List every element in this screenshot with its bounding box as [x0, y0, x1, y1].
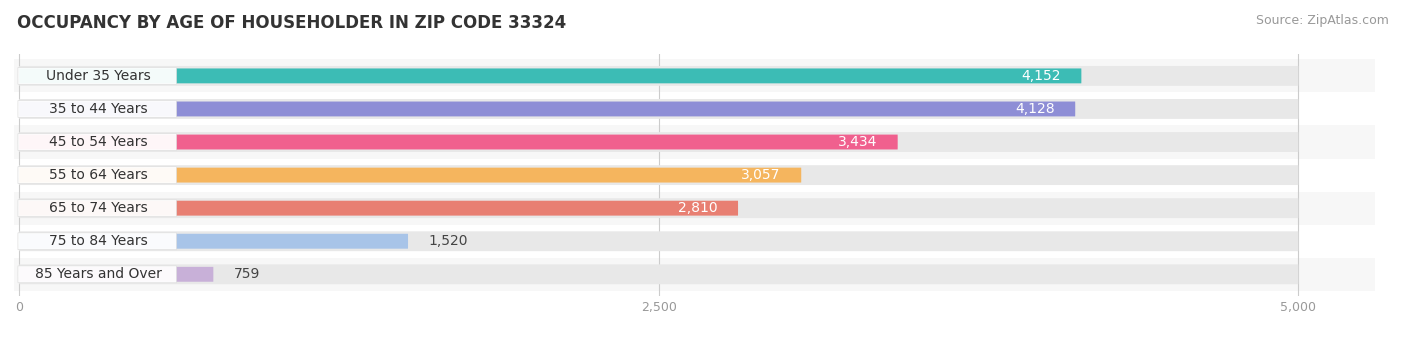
FancyBboxPatch shape — [20, 198, 1298, 218]
FancyBboxPatch shape — [20, 201, 738, 216]
FancyBboxPatch shape — [20, 66, 1298, 86]
Text: 55 to 64 Years: 55 to 64 Years — [49, 168, 148, 182]
FancyBboxPatch shape — [0, 192, 1375, 225]
FancyBboxPatch shape — [20, 99, 1298, 119]
Text: 1,520: 1,520 — [429, 234, 468, 248]
Text: 3,057: 3,057 — [741, 168, 780, 182]
FancyBboxPatch shape — [18, 67, 177, 84]
Text: Under 35 Years: Under 35 Years — [46, 69, 150, 83]
Text: 2,810: 2,810 — [678, 201, 717, 215]
Text: 85 Years and Over: 85 Years and Over — [35, 267, 162, 281]
Text: OCCUPANCY BY AGE OF HOUSEHOLDER IN ZIP CODE 33324: OCCUPANCY BY AGE OF HOUSEHOLDER IN ZIP C… — [17, 14, 567, 32]
FancyBboxPatch shape — [0, 92, 1375, 125]
Text: 45 to 54 Years: 45 to 54 Years — [49, 135, 148, 149]
FancyBboxPatch shape — [0, 258, 1375, 291]
FancyBboxPatch shape — [18, 101, 177, 117]
FancyBboxPatch shape — [20, 265, 1298, 284]
FancyBboxPatch shape — [20, 102, 1076, 116]
FancyBboxPatch shape — [18, 167, 177, 184]
FancyBboxPatch shape — [20, 267, 214, 282]
FancyBboxPatch shape — [0, 158, 1375, 192]
FancyBboxPatch shape — [20, 168, 801, 183]
Text: 3,434: 3,434 — [838, 135, 877, 149]
FancyBboxPatch shape — [20, 231, 1298, 251]
FancyBboxPatch shape — [18, 200, 177, 217]
FancyBboxPatch shape — [20, 234, 408, 249]
FancyBboxPatch shape — [18, 233, 177, 250]
FancyBboxPatch shape — [0, 59, 1375, 92]
FancyBboxPatch shape — [18, 266, 177, 283]
Text: Source: ZipAtlas.com: Source: ZipAtlas.com — [1256, 14, 1389, 27]
FancyBboxPatch shape — [18, 134, 177, 151]
FancyBboxPatch shape — [20, 135, 897, 150]
FancyBboxPatch shape — [20, 68, 1081, 83]
FancyBboxPatch shape — [0, 125, 1375, 158]
Text: 4,152: 4,152 — [1021, 69, 1062, 83]
Text: 35 to 44 Years: 35 to 44 Years — [49, 102, 148, 116]
Text: 65 to 74 Years: 65 to 74 Years — [49, 201, 148, 215]
FancyBboxPatch shape — [20, 165, 1298, 185]
FancyBboxPatch shape — [20, 132, 1298, 152]
Text: 759: 759 — [233, 267, 260, 281]
Text: 4,128: 4,128 — [1015, 102, 1054, 116]
Text: 75 to 84 Years: 75 to 84 Years — [49, 234, 148, 248]
FancyBboxPatch shape — [0, 225, 1375, 258]
